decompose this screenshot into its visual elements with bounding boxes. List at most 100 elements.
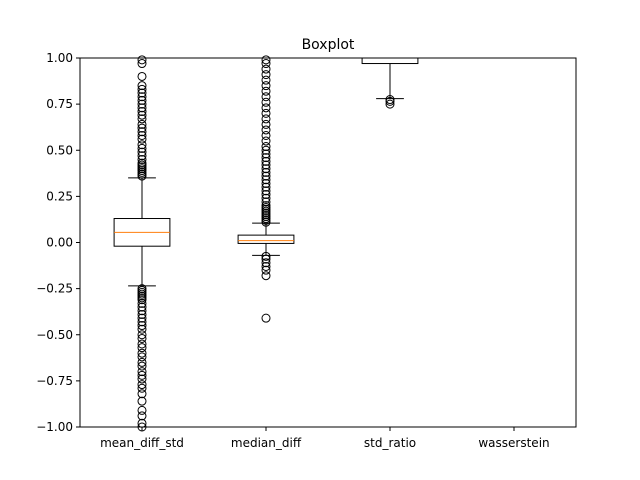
flier-point [261,97,271,107]
x-tick-label: median_diff [231,436,302,450]
flier-point [137,306,147,316]
y-tick-label: 0.75 [46,97,73,111]
flier-point [261,254,271,264]
flier-point [137,383,147,393]
flier-point [261,164,271,174]
y-tick-label: −0.25 [36,282,73,296]
flier-point [261,258,271,268]
y-tick-label: 1.00 [46,51,73,65]
y-tick-label: −1.00 [36,420,73,434]
flier-point [137,411,147,421]
flier-point [261,160,271,170]
flier-point [137,99,147,109]
flier-point [137,374,147,384]
flier-point [261,75,271,85]
flier-point [261,201,271,211]
flier-point [261,142,271,152]
box-group-std_ratio [361,57,419,109]
flier-point [261,271,271,281]
y-tick-label: 0.25 [46,189,73,203]
flier-point [137,309,147,319]
flier-point [137,357,147,367]
flier-point [137,352,147,362]
flier-point [261,55,271,65]
flier-point [261,193,271,203]
plot-marks [113,55,419,432]
flier-point [137,389,147,399]
y-tick-label: 0.00 [46,236,73,250]
flier-point [137,130,147,140]
flier-point [137,107,147,117]
plot-frame [79,57,577,428]
flier-point [261,313,271,323]
flier-point [137,143,147,153]
flier-point [137,333,147,343]
y-tick-label: −0.50 [36,328,73,342]
flier-point [137,119,147,129]
flier-point [261,261,271,271]
flier-point [261,178,271,188]
flier-point [137,88,147,98]
flier-point [261,130,271,140]
flier-point [137,114,147,124]
flier-point [261,92,271,102]
flier-point [385,96,395,106]
flier-point [137,81,147,91]
flier-point [137,298,147,308]
flier-point [261,64,271,74]
flier-point [137,127,147,137]
y-tick-label: 0.50 [46,143,73,157]
flier-point [137,92,147,102]
flier-point [137,348,147,358]
flier-point [261,125,271,135]
flier-point [137,330,147,340]
flier-point [137,361,147,371]
flier-point [261,70,271,80]
flier-point [137,321,147,331]
flier-point [137,295,147,305]
flier-point [261,175,271,185]
flier-point [137,59,147,69]
flier-point [261,251,271,261]
flier-point [261,81,271,91]
flier-point [261,114,271,124]
flier-point [137,313,147,323]
flier-point [261,103,271,113]
flier-point [137,147,147,157]
flier-point [137,343,147,353]
box-group-median_diff [237,55,295,323]
flier-point [261,59,271,69]
flier-point [261,265,271,275]
flier-point [261,86,271,96]
box [361,57,419,65]
x-tick-label: wasserstein [478,436,549,450]
flier-point [385,99,395,109]
flier-point [261,136,271,146]
flier-point [137,123,147,133]
flier-point [261,171,271,181]
flier-point [137,380,147,390]
x-tick-label: mean_diff_std [100,436,184,450]
flier-point [137,154,147,164]
flier-point [137,151,147,161]
flier-point [137,370,147,380]
flier-point [137,324,147,334]
flier-point [137,317,147,327]
flier-point [137,71,147,81]
flier-point [137,84,147,94]
flier-point [137,110,147,120]
flier-point [261,190,271,200]
flier-point [137,140,147,150]
flier-point [137,367,147,377]
axes: −1.00 −0.75 −0.50 −0.25 0.00 0.25 0.50 0.75 1.00… [36,51,577,450]
flier-point [137,396,147,406]
box [237,234,295,244]
flier-point [137,134,147,144]
flier-point [261,197,271,207]
flier-point [137,55,147,65]
flier-point [137,405,147,415]
box-group-mean_diff_std [113,55,171,432]
flier-point [261,167,271,177]
y-tick-label: −0.75 [36,374,73,388]
